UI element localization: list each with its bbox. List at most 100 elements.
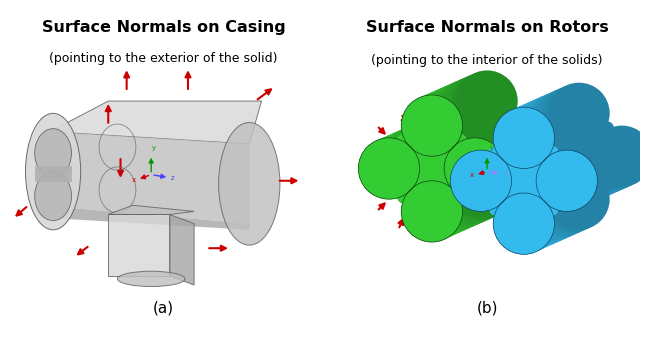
Ellipse shape	[415, 175, 476, 236]
Ellipse shape	[472, 126, 533, 187]
Ellipse shape	[443, 162, 504, 224]
FancyBboxPatch shape	[434, 117, 504, 187]
FancyBboxPatch shape	[416, 131, 448, 206]
Ellipse shape	[358, 138, 420, 199]
Ellipse shape	[476, 124, 538, 185]
Ellipse shape	[478, 138, 539, 199]
FancyBboxPatch shape	[400, 150, 473, 183]
Ellipse shape	[539, 173, 601, 234]
Ellipse shape	[502, 103, 564, 164]
FancyBboxPatch shape	[462, 111, 494, 185]
Ellipse shape	[382, 128, 443, 189]
Ellipse shape	[438, 164, 499, 226]
FancyBboxPatch shape	[443, 119, 476, 193]
FancyBboxPatch shape	[545, 127, 577, 201]
Ellipse shape	[358, 138, 420, 199]
Ellipse shape	[467, 128, 528, 189]
Ellipse shape	[444, 138, 506, 199]
Ellipse shape	[447, 160, 508, 222]
Ellipse shape	[456, 70, 517, 132]
FancyBboxPatch shape	[563, 119, 595, 193]
Text: y: y	[490, 145, 494, 151]
Ellipse shape	[443, 76, 504, 138]
Ellipse shape	[495, 115, 556, 177]
Text: z: z	[170, 175, 174, 181]
Ellipse shape	[587, 128, 648, 189]
Ellipse shape	[507, 101, 568, 162]
FancyBboxPatch shape	[466, 109, 499, 183]
Ellipse shape	[450, 150, 512, 211]
Ellipse shape	[493, 107, 554, 168]
Ellipse shape	[516, 183, 577, 244]
FancyBboxPatch shape	[413, 144, 488, 176]
Ellipse shape	[401, 95, 463, 156]
Ellipse shape	[450, 150, 512, 211]
Ellipse shape	[541, 148, 602, 209]
FancyBboxPatch shape	[434, 123, 466, 197]
Ellipse shape	[487, 134, 549, 195]
FancyBboxPatch shape	[447, 111, 517, 181]
Ellipse shape	[424, 85, 486, 146]
Ellipse shape	[506, 126, 567, 187]
Ellipse shape	[434, 166, 495, 228]
Ellipse shape	[456, 156, 517, 218]
Ellipse shape	[507, 187, 568, 248]
FancyBboxPatch shape	[507, 137, 577, 208]
Ellipse shape	[501, 128, 562, 189]
FancyBboxPatch shape	[489, 146, 559, 216]
Text: (a): (a)	[153, 301, 174, 316]
Ellipse shape	[420, 173, 481, 234]
Ellipse shape	[469, 142, 530, 203]
Ellipse shape	[452, 72, 513, 134]
Ellipse shape	[592, 126, 650, 187]
FancyBboxPatch shape	[512, 135, 582, 206]
Ellipse shape	[564, 138, 625, 199]
Polygon shape	[170, 214, 194, 285]
FancyBboxPatch shape	[430, 125, 462, 199]
Polygon shape	[41, 132, 250, 224]
Ellipse shape	[372, 132, 434, 193]
Ellipse shape	[498, 191, 559, 252]
Ellipse shape	[577, 132, 639, 193]
FancyBboxPatch shape	[438, 115, 508, 185]
FancyBboxPatch shape	[524, 148, 597, 181]
Polygon shape	[50, 101, 261, 144]
Ellipse shape	[530, 91, 592, 152]
Ellipse shape	[498, 105, 559, 166]
Ellipse shape	[404, 117, 465, 179]
Ellipse shape	[367, 134, 429, 195]
FancyBboxPatch shape	[448, 117, 480, 191]
Ellipse shape	[410, 177, 472, 238]
Ellipse shape	[568, 136, 630, 197]
FancyBboxPatch shape	[415, 125, 486, 195]
Ellipse shape	[482, 136, 544, 197]
FancyBboxPatch shape	[418, 142, 492, 174]
Ellipse shape	[544, 85, 605, 146]
FancyBboxPatch shape	[416, 131, 448, 206]
Ellipse shape	[118, 271, 185, 286]
FancyBboxPatch shape	[452, 115, 485, 189]
FancyBboxPatch shape	[505, 156, 579, 189]
FancyBboxPatch shape	[395, 152, 469, 185]
Text: (pointing to the interior of the solids): (pointing to the interior of the solids)	[371, 54, 603, 66]
Ellipse shape	[536, 150, 597, 211]
FancyBboxPatch shape	[410, 127, 481, 197]
Ellipse shape	[582, 130, 644, 191]
Ellipse shape	[490, 117, 551, 179]
Ellipse shape	[434, 81, 495, 142]
Ellipse shape	[401, 181, 463, 242]
Ellipse shape	[516, 97, 577, 158]
FancyBboxPatch shape	[452, 109, 523, 179]
FancyBboxPatch shape	[536, 131, 567, 206]
FancyBboxPatch shape	[493, 144, 564, 214]
FancyBboxPatch shape	[521, 131, 592, 202]
Ellipse shape	[534, 175, 596, 236]
FancyBboxPatch shape	[554, 123, 586, 197]
Ellipse shape	[559, 140, 620, 201]
Ellipse shape	[409, 115, 470, 177]
Bar	[35, 166, 72, 182]
Ellipse shape	[460, 146, 521, 207]
FancyBboxPatch shape	[533, 144, 606, 176]
Ellipse shape	[464, 144, 525, 205]
Ellipse shape	[25, 113, 81, 230]
